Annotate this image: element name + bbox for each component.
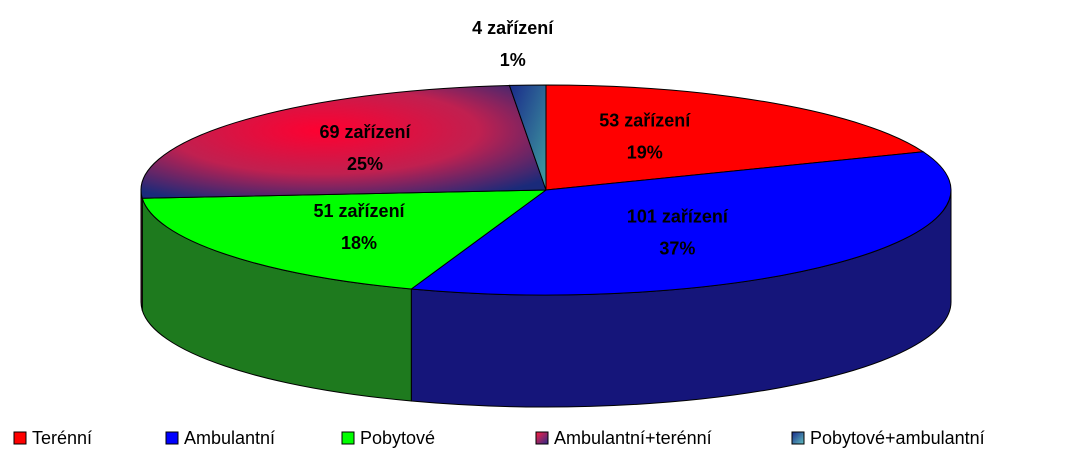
slice — [508, 84, 547, 191]
data-label: 53 zařízení — [599, 111, 691, 131]
data-label: 101 zařízení — [627, 207, 729, 227]
legend-item: Ambulantní+terénní — [535, 428, 712, 448]
legend-swatch — [165, 431, 179, 445]
data-label: 18% — [341, 233, 377, 253]
slice — [140, 84, 547, 199]
data-label: 37% — [659, 239, 695, 259]
legend-swatch — [535, 431, 549, 445]
data-label: 51 zařízení — [314, 201, 406, 221]
slice — [141, 189, 548, 290]
data-label: 1% — [500, 50, 526, 70]
slice-side — [140, 189, 143, 311]
legend-item: Terénní — [13, 428, 92, 448]
legend-item: Pobytové — [341, 428, 435, 448]
data-label: 4 zařízení — [472, 18, 554, 38]
legend-label: Pobytové — [360, 428, 435, 448]
legend-swatch — [341, 431, 355, 445]
legend-item: Ambulantní — [165, 428, 275, 448]
legend-item: Pobytové+ambulantní — [791, 428, 985, 448]
slice — [409, 151, 952, 296]
legend-label: Pobytové+ambulantní — [810, 428, 985, 448]
data-label: 25% — [347, 154, 383, 174]
data-label: 19% — [627, 143, 663, 163]
legend-swatch — [791, 431, 805, 445]
slice — [545, 84, 925, 191]
legend-label: Ambulantní — [184, 428, 275, 448]
data-label: 69 zařízení — [319, 122, 411, 142]
legend-label: Ambulantní+terénní — [554, 428, 712, 448]
legend-label: Terénní — [32, 428, 92, 448]
legend-swatch — [13, 431, 27, 445]
